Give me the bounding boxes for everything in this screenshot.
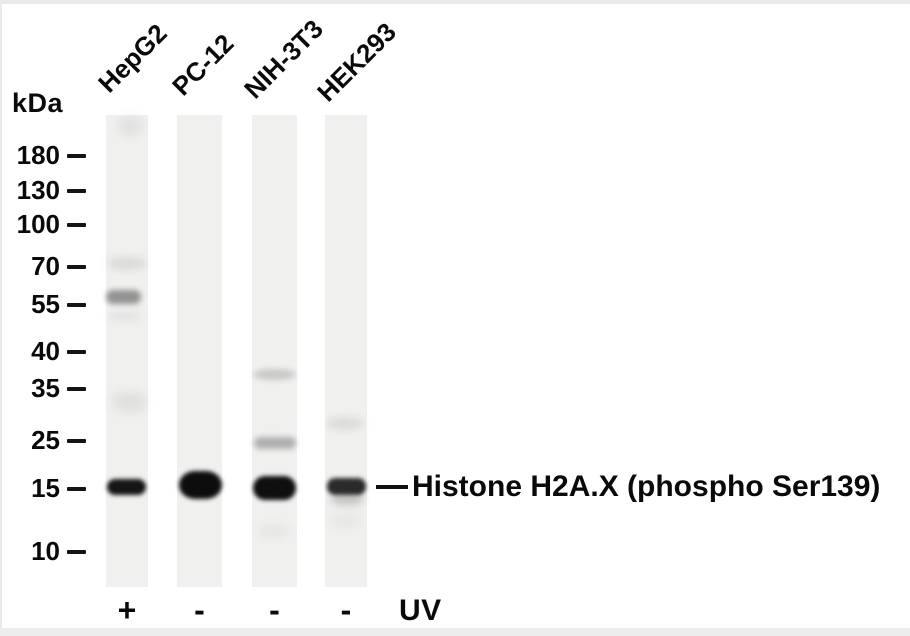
marker-tick-40 bbox=[67, 350, 86, 354]
marker-tick-15 bbox=[67, 487, 86, 491]
marker-label-55: 55 bbox=[31, 289, 60, 319]
marker-label-130: 130 bbox=[16, 175, 60, 205]
lane-strip-NIH-3T3 bbox=[252, 115, 297, 587]
band-HepG2-57kda bbox=[106, 290, 141, 304]
marker-tick-35 bbox=[67, 387, 86, 391]
marker-tick-100 bbox=[67, 223, 86, 227]
band-NIH-3T3 bbox=[258, 524, 290, 538]
lane-strip-HepG2 bbox=[106, 115, 148, 587]
uv-symbol-PC-12: - bbox=[194, 592, 205, 628]
lane-strip-HEK293 bbox=[325, 115, 367, 587]
lane-strip-PC-12 bbox=[177, 115, 222, 587]
band-HEK293-15kda bbox=[327, 478, 366, 495]
band-HepG2 bbox=[118, 116, 142, 136]
marker-label-10: 10 bbox=[31, 536, 60, 566]
band-HepG2-52kda bbox=[108, 312, 142, 321]
uv-symbol-NIH-3T3: - bbox=[269, 592, 280, 628]
marker-tick-130 bbox=[67, 189, 86, 193]
kda-unit-label: kDa bbox=[12, 88, 64, 118]
marker-label-25: 25 bbox=[31, 425, 60, 455]
band-pointer-line bbox=[376, 485, 408, 489]
marker-label-40: 40 bbox=[31, 336, 60, 366]
marker-label-70: 70 bbox=[31, 251, 60, 281]
marker-label-35: 35 bbox=[31, 373, 60, 403]
marker-label-180: 180 bbox=[16, 140, 60, 170]
uv-symbol-HEK293: - bbox=[340, 592, 352, 628]
band-HEK293 bbox=[330, 514, 360, 527]
uv-row-label: UV bbox=[399, 594, 442, 627]
marker-tick-180 bbox=[67, 154, 86, 158]
marker-tick-70 bbox=[67, 265, 86, 269]
marker-label-15: 15 bbox=[31, 473, 60, 503]
band-HepG2-30kda bbox=[112, 392, 146, 412]
band-NIH-3T3-15kda bbox=[253, 476, 296, 500]
band-HEK293-14kda bbox=[330, 493, 364, 505]
left-edge-strip bbox=[0, 0, 2, 636]
lane-label-PC-12: PC-12 bbox=[166, 28, 240, 102]
uv-symbol-HepG2: + bbox=[117, 592, 137, 628]
band-PC-12-15kda bbox=[179, 471, 222, 499]
marker-tick-10 bbox=[67, 550, 86, 554]
band-HepG2-70kda bbox=[107, 257, 147, 270]
marker-tick-25 bbox=[67, 439, 86, 443]
band-NIH-3T3-37kda bbox=[253, 369, 296, 380]
band-HEK293-27kda bbox=[326, 417, 364, 430]
bottom-edge-strip bbox=[0, 628, 910, 636]
lane-label-HepG2: HepG2 bbox=[92, 17, 173, 99]
top-edge-strip bbox=[0, 0, 910, 4]
band-NIH-3T3-25kda bbox=[254, 437, 296, 449]
marker-label-100: 100 bbox=[16, 209, 60, 239]
band-HepG2-15kda bbox=[107, 479, 146, 495]
target-protein-label: Histone H2A.X (phospho Ser139) bbox=[412, 470, 881, 503]
marker-tick-55 bbox=[67, 303, 86, 307]
